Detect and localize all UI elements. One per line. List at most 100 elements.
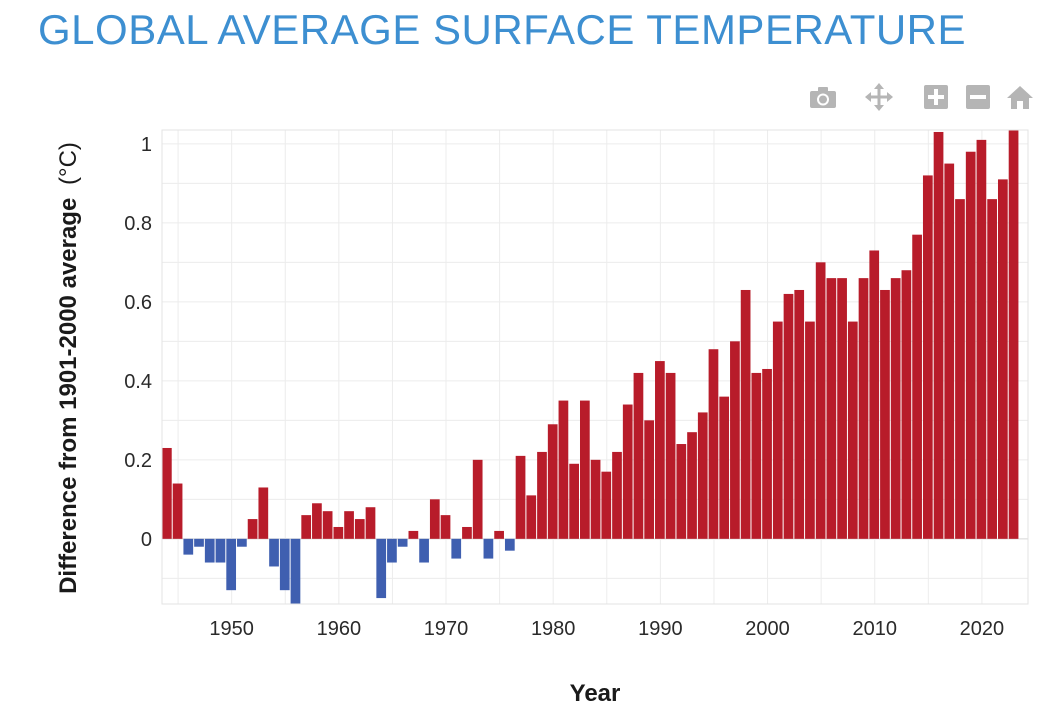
bar-2007[interactable] — [837, 278, 847, 539]
bar-1993[interactable] — [687, 432, 697, 539]
x-tick-label: 1950 — [209, 618, 254, 640]
bar-1996[interactable] — [719, 396, 730, 539]
bar-2009[interactable] — [858, 278, 869, 539]
x-tick-label: 2000 — [745, 618, 790, 640]
bar-1995[interactable] — [708, 349, 719, 539]
plot-border — [161, 129, 1029, 605]
bar-1950[interactable] — [226, 538, 237, 591]
bar-1979[interactable] — [537, 451, 547, 539]
bar-1947[interactable] — [194, 538, 204, 547]
bar-1952[interactable] — [247, 519, 258, 539]
bar-1943[interactable] — [151, 499, 161, 539]
bar-2016[interactable] — [933, 131, 944, 539]
bar-1988[interactable] — [633, 372, 644, 539]
bar-1965[interactable] — [387, 538, 397, 563]
bar-1954[interactable] — [269, 538, 279, 567]
bar-2003[interactable] — [794, 289, 805, 539]
bar-1949[interactable] — [215, 538, 226, 563]
x-axis-label: Year — [569, 680, 621, 707]
bar-2008[interactable] — [847, 321, 858, 539]
bar-1963[interactable] — [365, 507, 376, 539]
bar-1992[interactable] — [676, 444, 687, 539]
bar-1964[interactable] — [376, 538, 387, 599]
bar-1944[interactable] — [162, 447, 172, 539]
bar-1974[interactable] — [483, 538, 494, 559]
bar-1957[interactable] — [301, 515, 312, 539]
bar-1953[interactable] — [258, 487, 269, 539]
bar-1994[interactable] — [697, 412, 708, 539]
bar-1976[interactable] — [504, 538, 515, 551]
move-icon[interactable] — [864, 82, 894, 112]
bar-2018[interactable] — [955, 199, 965, 539]
bar-1991[interactable] — [665, 372, 676, 539]
bar-1998[interactable] — [740, 289, 751, 539]
x-tick-label: 1980 — [531, 618, 576, 640]
bar-1975[interactable] — [494, 530, 504, 539]
x-tick-label: 2020 — [960, 618, 1005, 640]
bar-2021[interactable] — [987, 199, 997, 539]
bar-1999[interactable] — [751, 372, 762, 539]
bar-1967[interactable] — [408, 530, 419, 539]
camera-icon[interactable] — [808, 82, 838, 112]
bar-1984[interactable] — [590, 459, 601, 539]
bars — [151, 77, 1019, 606]
zoom-in-icon[interactable] — [921, 82, 951, 112]
bar-2006[interactable] — [826, 278, 837, 539]
bar-1961[interactable] — [344, 511, 354, 539]
y-tick-label: 0.6 — [124, 292, 152, 314]
bar-1983[interactable] — [579, 400, 590, 539]
bar-2023[interactable] — [1008, 77, 1019, 539]
bar-1989[interactable] — [644, 420, 655, 539]
bar-1972[interactable] — [462, 526, 472, 539]
bar-1978[interactable] — [526, 495, 537, 539]
bar-2001[interactable] — [772, 321, 783, 539]
bar-2014[interactable] — [912, 234, 922, 539]
bar-1997[interactable] — [730, 341, 740, 539]
bar-2012[interactable] — [890, 278, 901, 539]
bar-1987[interactable] — [622, 404, 633, 539]
bar-1951[interactable] — [237, 538, 247, 547]
bar-1969[interactable] — [429, 499, 440, 539]
bar-1977[interactable] — [515, 455, 526, 539]
bar-1946[interactable] — [183, 538, 194, 555]
bar-1962[interactable] — [354, 519, 365, 539]
bar-1982[interactable] — [569, 463, 579, 539]
bar-2000[interactable] — [762, 368, 772, 539]
y-axis-label-main: Difference from 1901-2000 average — [55, 198, 82, 594]
zoom-out-icon[interactable] — [963, 82, 993, 112]
y-tick-label: 0.4 — [124, 371, 152, 393]
bar-1959[interactable] — [322, 511, 333, 539]
bar-1970[interactable] — [440, 515, 451, 539]
y-tick-label: 0.2 — [124, 450, 152, 472]
bar-1985[interactable] — [601, 471, 612, 539]
bar-2011[interactable] — [880, 289, 890, 539]
bar-2019[interactable] — [965, 151, 976, 539]
bar-1973[interactable] — [472, 459, 483, 539]
x-tick-label: 1960 — [317, 618, 362, 640]
bar-2022[interactable] — [997, 179, 1008, 539]
bar-2020[interactable] — [976, 139, 987, 539]
bar-1948[interactable] — [204, 538, 215, 563]
bar-2002[interactable] — [783, 293, 794, 539]
x-tick-label: 1990 — [638, 618, 683, 640]
bar-1945[interactable] — [172, 483, 183, 539]
bar-2015[interactable] — [922, 175, 933, 539]
bar-1980[interactable] — [547, 424, 558, 539]
bar-1956[interactable] — [290, 538, 301, 606]
bar-1958[interactable] — [312, 503, 322, 539]
bar-1968[interactable] — [419, 538, 429, 563]
bar-1966[interactable] — [397, 538, 408, 547]
bar-1971[interactable] — [451, 538, 462, 559]
bar-1986[interactable] — [612, 451, 622, 539]
bar-2005[interactable] — [815, 262, 826, 539]
bar-2017[interactable] — [944, 163, 955, 539]
bar-1955[interactable] — [279, 538, 290, 591]
home-icon[interactable] — [1005, 82, 1035, 112]
bar-1981[interactable] — [558, 400, 569, 539]
y-axis-label: Difference from 1901-2000 average (°C) — [14, 130, 94, 606]
bar-1990[interactable] — [655, 361, 665, 539]
bar-2013[interactable] — [901, 270, 912, 539]
bar-1960[interactable] — [333, 526, 344, 539]
bar-2010[interactable] — [869, 250, 880, 539]
bar-2004[interactable] — [805, 321, 815, 539]
